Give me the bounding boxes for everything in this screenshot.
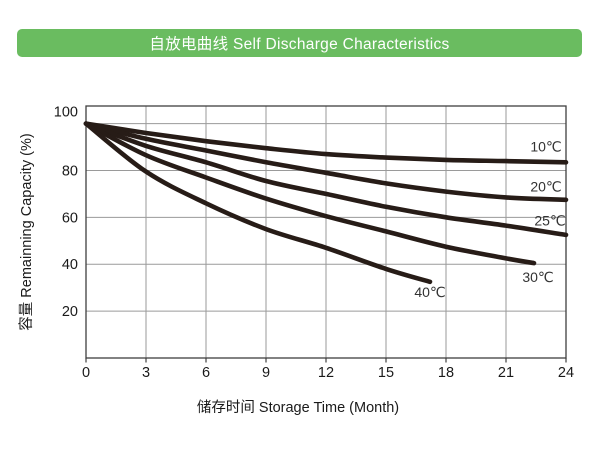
chart-title: 自放电曲线 Self Discharge Characteristics (149, 36, 450, 53)
curve-25c (83, 121, 569, 238)
y-tick-label: 20 (62, 304, 78, 320)
x-axis-title: 储存时间 Storage Time (Month) (197, 399, 399, 416)
y-tick-label: 100 (54, 105, 78, 121)
curve-40c (83, 121, 433, 285)
x-tick-label: 3 (142, 365, 150, 381)
curve-20c (83, 121, 569, 203)
y-tick-label: 40 (62, 257, 78, 273)
curve-label-25c: 25℃ (534, 213, 565, 229)
x-tick-label: 6 (202, 365, 210, 381)
y-tick-label: 80 (62, 163, 78, 179)
curve-label-10c: 10℃ (530, 139, 561, 155)
curve-label-20c: 20℃ (530, 179, 561, 195)
x-tick-label: 24 (558, 365, 574, 381)
y-tick-label: 60 (62, 210, 78, 226)
curve-30c (83, 121, 537, 266)
x-tick-label: 9 (262, 365, 270, 381)
x-tick-label: 18 (438, 365, 454, 381)
x-tick-label: 12 (318, 365, 334, 381)
x-tick-label: 0 (82, 365, 90, 381)
curve-label-40c: 40℃ (414, 284, 445, 300)
y-axis-title: 容量 Remainning Capacity (%) (18, 133, 35, 330)
chart-title-bar: 自放电曲线 Self Discharge Characteristics (17, 29, 582, 57)
x-tick-label: 21 (498, 365, 514, 381)
curve-label-30c: 30℃ (522, 269, 553, 285)
x-tick-label: 15 (378, 365, 394, 381)
curve-10c (83, 121, 569, 165)
